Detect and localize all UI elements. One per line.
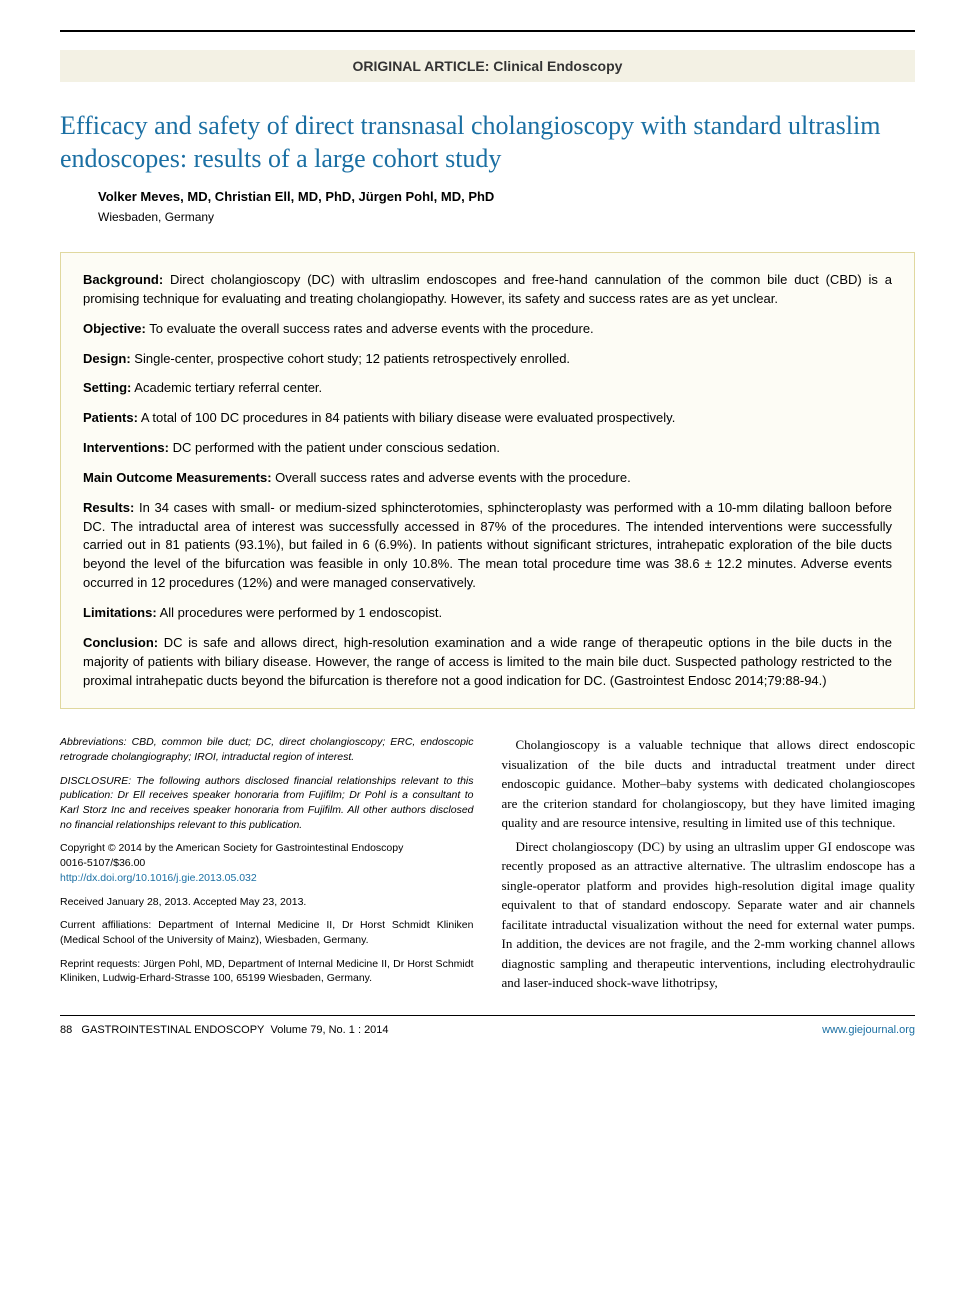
body-paragraph: Direct cholangioscopy (DC) by using an u… [502, 837, 916, 993]
doi-link[interactable]: http://dx.doi.org/10.1016/j.gie.2013.05.… [60, 872, 257, 884]
page-footer: 88 GASTROINTESTINAL ENDOSCOPY Volume 79,… [60, 1024, 915, 1036]
abs-results: Results: In 34 cases with small- or medi… [83, 499, 892, 593]
right-column: Cholangioscopy is a valuable technique t… [502, 735, 916, 997]
journal-url[interactable]: www.giejournal.org [822, 1024, 915, 1036]
abs-design: Design: Single-center, prospective cohor… [83, 350, 892, 369]
reprint-requests: Reprint requests: Jürgen Pohl, MD, Depar… [60, 957, 474, 986]
current-affiliations: Current affiliations: Department of Inte… [60, 918, 474, 947]
abbreviations: Abbreviations: CBD, common bile duct; DC… [60, 735, 474, 764]
abs-limitations: Limitations: All procedures were perform… [83, 604, 892, 623]
abs-interventions: Interventions: DC performed with the pat… [83, 439, 892, 458]
copyright: Copyright © 2014 by the American Society… [60, 841, 474, 885]
top-rule [60, 30, 915, 32]
footer-left: 88 GASTROINTESTINAL ENDOSCOPY Volume 79,… [60, 1024, 389, 1036]
authors: Volker Meves, MD, Christian Ell, MD, PhD… [98, 189, 915, 204]
abs-conclusion: Conclusion: DC is safe and allows direct… [83, 634, 892, 691]
article-title: Efficacy and safety of direct transnasal… [60, 110, 915, 175]
abs-outcomes: Main Outcome Measurements: Overall succe… [83, 469, 892, 488]
body-paragraph: Cholangioscopy is a valuable technique t… [502, 735, 916, 833]
left-column: Abbreviations: CBD, common bile duct; DC… [60, 735, 474, 997]
abs-setting: Setting: Academic tertiary referral cent… [83, 379, 892, 398]
disclosure: DISCLOSURE: The following authors disclo… [60, 774, 474, 833]
abstract-box: Background: Direct cholangioscopy (DC) w… [60, 252, 915, 709]
dates: Received January 28, 2013. Accepted May … [60, 895, 474, 910]
two-column-body: Abbreviations: CBD, common bile duct; DC… [60, 735, 915, 997]
abs-patients: Patients: A total of 100 DC procedures i… [83, 409, 892, 428]
abs-objective: Objective: To evaluate the overall succe… [83, 320, 892, 339]
abs-background: Background: Direct cholangioscopy (DC) w… [83, 271, 892, 309]
affiliation: Wiesbaden, Germany [98, 210, 915, 224]
article-category: ORIGINAL ARTICLE: Clinical Endoscopy [60, 50, 915, 82]
bottom-rule [60, 1015, 915, 1016]
